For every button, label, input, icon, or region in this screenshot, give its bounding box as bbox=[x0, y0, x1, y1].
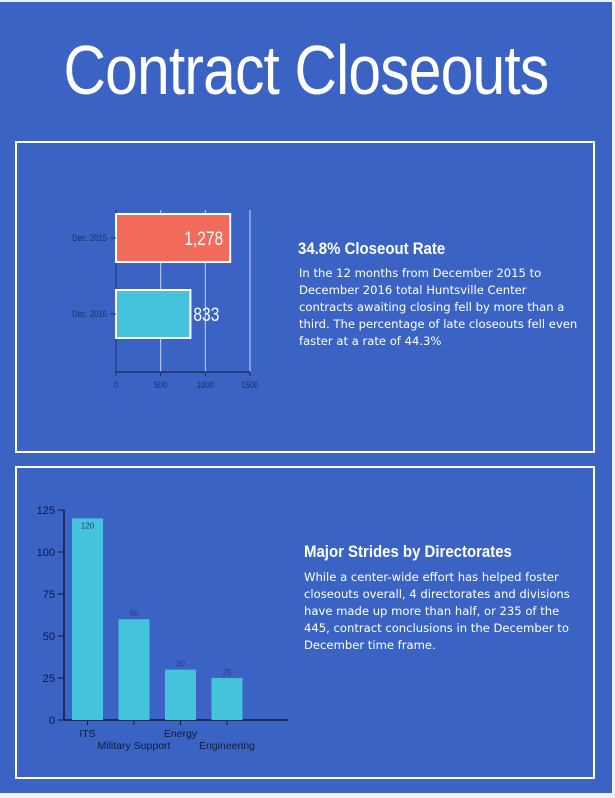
data-label: 120 bbox=[81, 521, 95, 530]
y-tick-label: Dec. 2015 bbox=[72, 232, 107, 243]
directorates-body: While a center-wide effort has helped fo… bbox=[304, 570, 570, 652]
closeout-bar-chart: 0 500 1000 1500 Dec. 2015 1,278 Dec. 2016 833 bbox=[72, 210, 259, 390]
closeout-rate-body: In the 12 months from December 2015 to D… bbox=[299, 266, 578, 348]
bar bbox=[118, 619, 150, 720]
bar bbox=[165, 669, 196, 720]
x-tick-label: 0 bbox=[114, 379, 119, 390]
x-tick-label: Military Support bbox=[98, 740, 171, 752]
page-title: Contract Closeouts bbox=[63, 31, 550, 109]
data-label: 833 bbox=[193, 304, 219, 326]
directorates-panel: 0 25 50 75 100 125 120 ITS 60 Military Support 30 E… bbox=[15, 466, 595, 779]
x-tick-label: 1500 bbox=[241, 379, 258, 390]
y-tick-label: 0 bbox=[49, 715, 55, 727]
y-tick-label: 100 bbox=[37, 547, 55, 559]
data-label: 60 bbox=[130, 609, 139, 618]
data-label: 25 bbox=[223, 668, 232, 677]
closeout-rate-panel: 0 500 1000 1500 Dec. 2015 1,278 Dec. 2016 833 3… bbox=[15, 141, 595, 453]
x-tick-label: Engineering bbox=[199, 740, 255, 752]
data-label: 30 bbox=[176, 660, 185, 669]
x-tick-label: ITS bbox=[79, 728, 95, 740]
data-label: 1,278 bbox=[184, 228, 223, 250]
x-tick-label: 1000 bbox=[197, 379, 214, 390]
bar bbox=[72, 518, 103, 720]
y-tick-label: 125 bbox=[37, 505, 55, 517]
x-tick-label: Energy bbox=[164, 728, 198, 740]
y-tick-label: 25 bbox=[43, 673, 55, 685]
directorates-heading: Major Strides by Directorates bbox=[304, 542, 512, 561]
x-tick-label: 500 bbox=[154, 379, 167, 390]
bar bbox=[115, 213, 232, 263]
closeout-rate-heading: 34.8% Closeout Rate bbox=[298, 239, 446, 258]
y-tick-label: Dec. 2016 bbox=[72, 308, 107, 319]
bar bbox=[115, 289, 192, 339]
y-tick-label: 75 bbox=[43, 589, 55, 601]
y-tick-label: 50 bbox=[43, 631, 55, 643]
directorates-bar-chart: 0 25 50 75 100 125 120 ITS 60 Military Support 30 E… bbox=[37, 505, 288, 752]
bar bbox=[211, 678, 243, 720]
